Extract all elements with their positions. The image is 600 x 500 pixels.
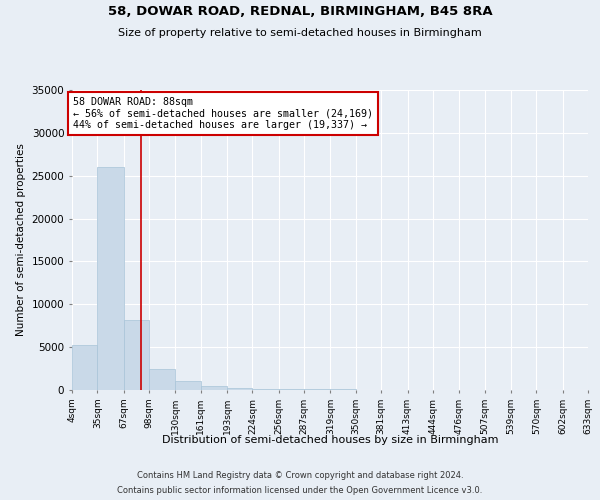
- Text: 58, DOWAR ROAD, REDNAL, BIRMINGHAM, B45 8RA: 58, DOWAR ROAD, REDNAL, BIRMINGHAM, B45 …: [107, 5, 493, 18]
- Bar: [201, 386, 227, 390]
- Text: 58 DOWAR ROAD: 88sqm
← 56% of semi-detached houses are smaller (24,169)
44% of s: 58 DOWAR ROAD: 88sqm ← 56% of semi-detac…: [73, 97, 373, 130]
- Bar: [175, 382, 201, 390]
- Bar: [72, 344, 97, 390]
- Bar: [279, 389, 304, 390]
- Bar: [97, 167, 124, 390]
- Bar: [227, 388, 253, 390]
- Text: Contains HM Land Registry data © Crown copyright and database right 2024.: Contains HM Land Registry data © Crown c…: [137, 471, 463, 480]
- Bar: [124, 320, 149, 390]
- Y-axis label: Number of semi-detached properties: Number of semi-detached properties: [16, 144, 26, 336]
- Text: Distribution of semi-detached houses by size in Birmingham: Distribution of semi-detached houses by …: [162, 435, 498, 445]
- Text: Contains public sector information licensed under the Open Government Licence v3: Contains public sector information licen…: [118, 486, 482, 495]
- Text: Size of property relative to semi-detached houses in Birmingham: Size of property relative to semi-detach…: [118, 28, 482, 38]
- Bar: [149, 368, 175, 390]
- Bar: [253, 388, 279, 390]
